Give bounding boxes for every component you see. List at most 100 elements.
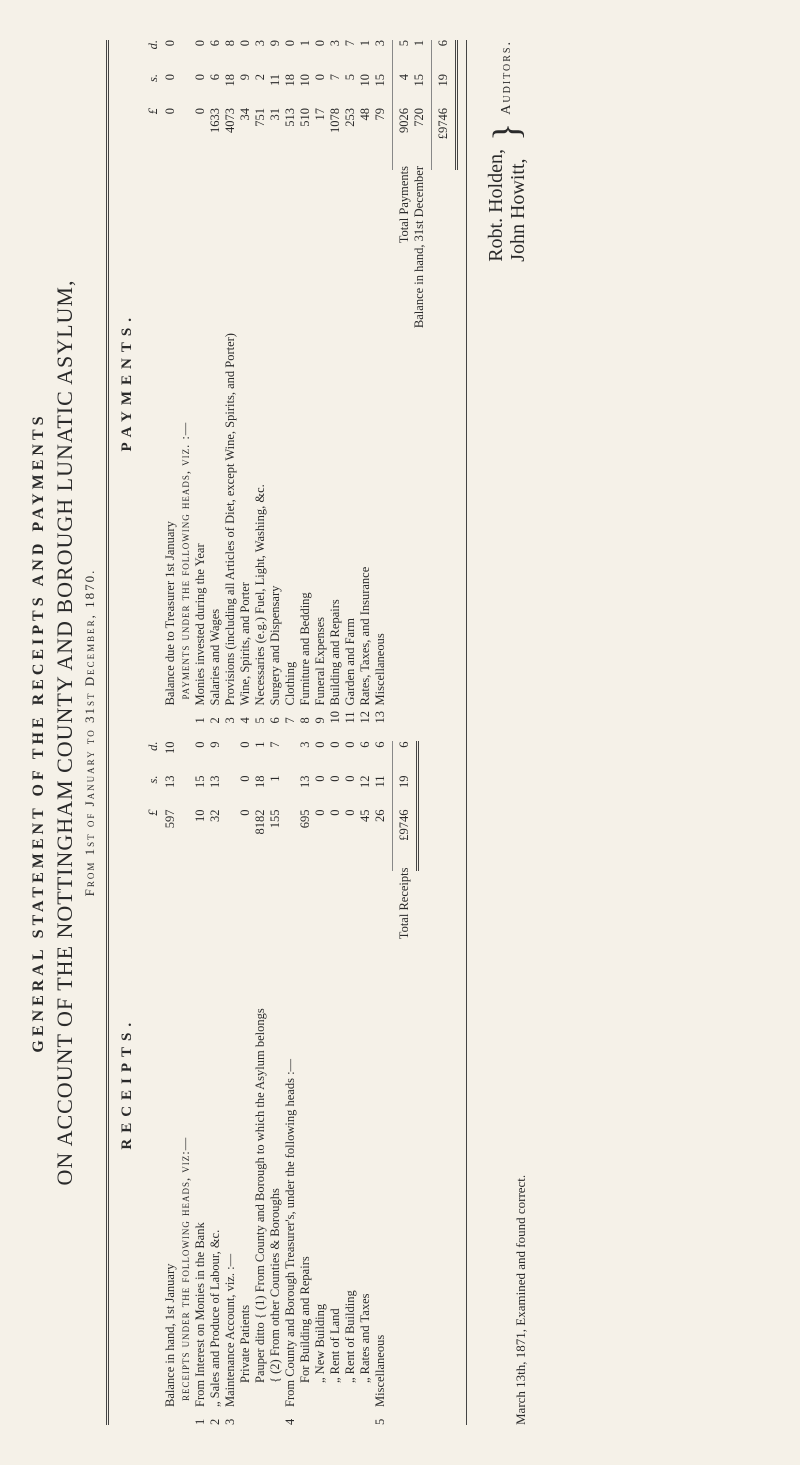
brace-icon: }	[492, 123, 522, 141]
payments-subtotal-label: Total Payments	[397, 160, 412, 706]
ledger-row: For Building and Repairs695133	[298, 742, 313, 1426]
row-desc: Surgery and Dispensary	[268, 160, 283, 706]
payments-subtotal-amt: 9026 4 5	[397, 40, 412, 160]
payments-double-rule	[455, 40, 458, 170]
header-line-1: GENERAL STATEMENT OF THE RECEIPTS AND PA…	[30, 40, 48, 1425]
row-amount: 15517	[268, 742, 283, 862]
col-pounds: £	[146, 108, 161, 156]
row-desc: Salaries and Wages	[208, 160, 223, 706]
ledger-row: „ New Building000	[313, 742, 328, 1426]
row-amount: 31119	[268, 40, 283, 160]
row-desc: Wine, Spirits, and Porter	[238, 160, 253, 706]
receipts-opening: Balance in hand, 1st January 597 13 10	[163, 742, 178, 1426]
ledger-row: 10Building and Repairs107873	[328, 40, 343, 724]
header-rule	[106, 40, 109, 1425]
row-number: 1	[193, 706, 208, 724]
receipts-total-label: Total Receipts	[397, 862, 412, 1408]
receipts-opening-desc: Balance in hand, 1st January	[163, 862, 178, 1408]
row-number: 13	[373, 706, 388, 724]
row-number: 3	[223, 1407, 238, 1425]
row-desc: Miscellaneous	[373, 862, 388, 1408]
payments-rows: 1Monies invested during the Year0002Sala…	[193, 40, 388, 724]
ledger-row: 4Wine, Spirits, and Porter3490	[238, 40, 253, 724]
row-amount: 000	[343, 742, 358, 862]
payments-subtotal-row: Total Payments 9026 4 5	[397, 40, 412, 724]
footer-rule	[466, 40, 467, 1425]
ledger-row: 13Miscellaneous79153	[373, 40, 388, 724]
row-amount: 79153	[373, 40, 388, 160]
payments-opening-amt: 0 0 0	[163, 40, 178, 160]
row-desc: Provisions (including all Articles of Di…	[223, 160, 238, 706]
row-amount: 32139	[208, 742, 223, 862]
row-desc: Maintenance Account, viz. :—	[223, 862, 238, 1408]
ledger-row: 2Salaries and Wages163366	[208, 40, 223, 724]
row-number: 1	[193, 1407, 208, 1425]
row-desc: Clothing	[283, 160, 298, 706]
row-number: 10	[328, 706, 343, 724]
row-amount: 510101	[298, 40, 313, 160]
row-desc: From County and Borough Treasurer's, und…	[283, 862, 298, 1408]
payments-balance-label: Balance in hand, 31st December	[412, 160, 427, 706]
signature-names: Robt. Holden, John Howitt,	[485, 149, 529, 262]
row-amount: 000	[313, 742, 328, 862]
row-number: 2	[208, 1407, 223, 1425]
row-amount: 000	[238, 742, 253, 862]
row-amount: 26116	[373, 742, 388, 862]
ledger-row: „ Rates and Taxes45126	[358, 742, 373, 1426]
col-shillings: s.	[146, 74, 161, 102]
row-amount: 3490	[238, 40, 253, 160]
row-number: 2	[208, 706, 223, 724]
payments-sep-1	[392, 40, 393, 170]
payments-grand-total: £9746 19 6	[436, 40, 451, 724]
examined-text: March 13th, 1871, Examined and found cor…	[513, 1175, 529, 1425]
ledger-row: 5Necessaries (e.g.) Fuel, Light, Washing…	[253, 40, 268, 724]
ledger-row: 8Furniture and Bedding510101	[298, 40, 313, 724]
payments-opening: Balance due to Treasurer 1st January 0 0…	[163, 40, 178, 724]
ledger-row: 9Funeral Expenses1700	[313, 40, 328, 724]
row-desc: Miscellaneous	[373, 160, 388, 706]
payments-group-caption: payments under the following heads, viz.…	[178, 40, 193, 724]
payments-balance-amt: 720 15 1	[412, 40, 427, 160]
receipts-col-headers: £ s. d.	[146, 742, 161, 1426]
row-amount: 8182181	[253, 742, 268, 862]
row-desc: „ Rates and Taxes	[358, 862, 373, 1408]
row-desc: Garden and Farm	[343, 160, 358, 706]
row-number: 5	[373, 1407, 388, 1425]
col-pence: d.	[146, 742, 161, 770]
row-desc: Rates, Taxes, and Insurance	[358, 160, 373, 706]
row-amount: 75123	[253, 40, 268, 160]
row-desc: Furniture and Bedding	[298, 160, 313, 706]
row-amount: 000	[193, 40, 208, 160]
ledger-row: 11Garden and Farm25357	[343, 40, 358, 724]
row-number: 4	[238, 706, 253, 724]
auditors-label: Auditors.	[499, 40, 515, 115]
row-amount: 513180	[283, 40, 298, 160]
row-number: 9	[313, 706, 328, 724]
ledger-row: „ Rent of Land000	[328, 742, 343, 1426]
ledger-row: 3Provisions (including all Articles of D…	[223, 40, 238, 724]
row-amount: 4073188	[223, 40, 238, 160]
ledger-row: 7Clothing513180	[283, 40, 298, 724]
row-desc: „ New Building	[313, 862, 328, 1408]
receipts-section: RECEIPTS. £ s. d. Balance in hand, 1st J…	[113, 742, 462, 1426]
header-line-3: From 1st of January to 31st December, 18…	[82, 40, 98, 1425]
receipts-rows: 1From Interest on Monies in the Bank1015…	[193, 742, 388, 1426]
row-amount: 000	[328, 742, 343, 862]
row-desc: { (2) From other Counties & Boroughs	[268, 862, 283, 1408]
receipts-opening-amt: 597 13 10	[163, 742, 178, 862]
row-amount: 1700	[313, 40, 328, 160]
signature-1: Robt. Holden,	[485, 149, 507, 262]
row-amount: 107873	[328, 40, 343, 160]
payments-title: PAYMENTS.	[119, 40, 136, 724]
ledger-row: { (2) From other Counties & Boroughs1551…	[268, 742, 283, 1426]
row-desc: Pauper ditto { (1) From County and Borou…	[253, 862, 268, 1408]
payments-balance-row: Balance in hand, 31st December 720 15 1	[412, 40, 427, 724]
ledger-row: „ Rent of Building000	[343, 742, 358, 1426]
row-desc: From Interest on Monies in the Bank	[193, 862, 208, 1408]
row-desc: „ Sales and Produce of Labour, &c.	[208, 862, 223, 1408]
payments-col-headers: £ s. d.	[146, 40, 161, 724]
ledger-row: Pauper ditto { (1) From County and Borou…	[253, 742, 268, 1426]
receipts-total-row: Total Receipts £9746 19 6	[397, 742, 412, 1426]
row-desc: Necessaries (e.g.) Fuel, Light, Washing,…	[253, 160, 268, 706]
receipts-total-amt: £9746 19 6	[397, 742, 412, 862]
